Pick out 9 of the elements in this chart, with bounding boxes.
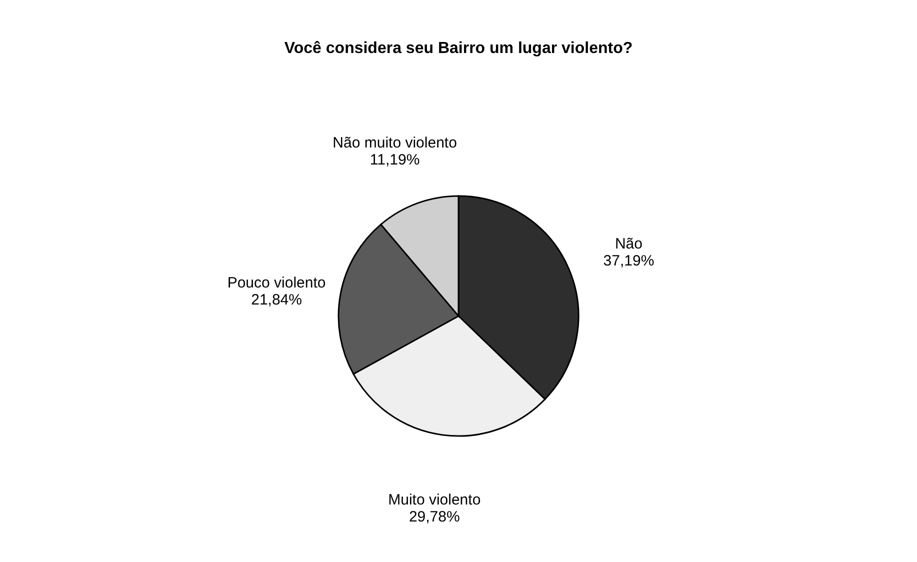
chart-title: Você considera seu Bairro um lugar violento?	[284, 40, 633, 57]
slice-label: Não	[614, 236, 642, 253]
data-label: 11,19%	[370, 151, 420, 168]
data-label: 21,84%	[251, 292, 302, 309]
slice-label: Não muito violento	[332, 134, 457, 152]
slice-label: Muito violento	[388, 491, 481, 508]
data-label: 29,78%	[408, 508, 460, 526]
data-label: 37,19%	[603, 252, 654, 270]
slice-label: Pouco violento	[227, 274, 326, 292]
